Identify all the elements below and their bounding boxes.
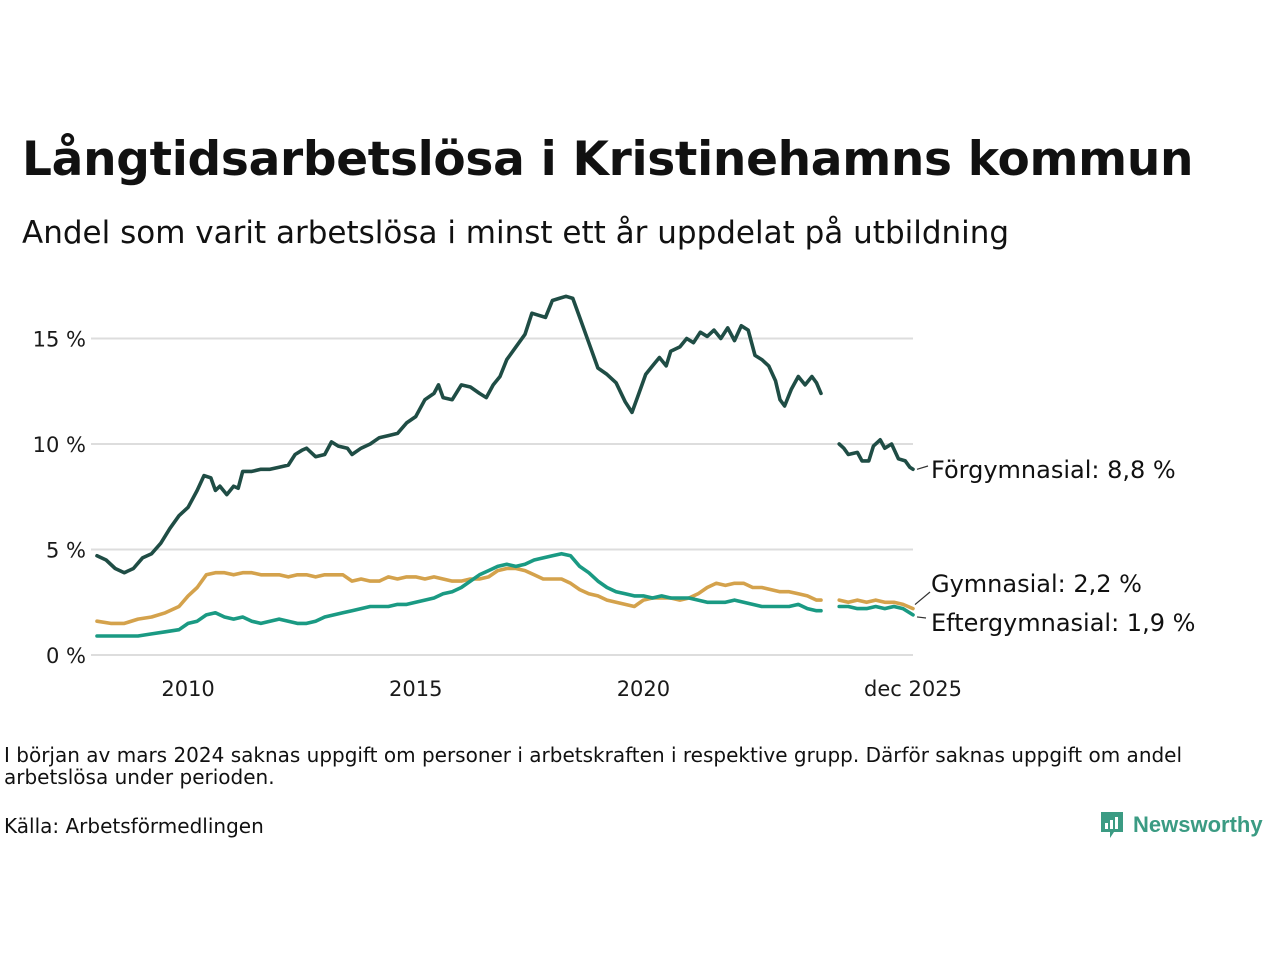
x-axis-labels: 2010 2015 2020 dec 2025: [161, 677, 962, 701]
end-label-gymnasial: Gymnasial: 2,2 %: [931, 570, 1142, 598]
footnote: I början av mars 2024 saknas uppgift om …: [4, 743, 1183, 789]
end-label-eftergymnasial: Eftergymnasial: 1,9 %: [931, 609, 1195, 637]
y-tick-label: 15 %: [33, 328, 86, 352]
leader-line-gymnasial: [914, 591, 931, 606]
chart-subtitle: Andel som varit arbetslösa i minst ett å…: [22, 215, 1010, 251]
series-line-gymnasial-segment-2: [837, 598, 915, 611]
newsworthy-icon: [1101, 812, 1123, 838]
y-tick-label: 5 %: [46, 539, 86, 563]
newsworthy-logo[interactable]: Newsworthy: [1099, 810, 1263, 840]
leader-line-förgymnasial: [916, 465, 929, 470]
series-lines: [95, 294, 915, 638]
x-tick-label: dec 2025: [864, 677, 962, 701]
x-tick-label: 2010: [161, 677, 214, 701]
leader-line-eftergymnasial: [916, 616, 927, 619]
series-line-eftergymnasial-segment-1: [95, 551, 823, 638]
source-text: Källa: Arbetsförmedlingen: [4, 814, 264, 838]
end-label-förgymnasial: Förgymnasial: 8,8 %: [931, 456, 1176, 484]
end-labels: Förgymnasial: 8,8 % Gymnasial: 2,2 % Efter…: [914, 456, 1195, 637]
x-tick-label: 2015: [389, 677, 442, 701]
x-tick-label: 2020: [617, 677, 670, 701]
y-axis-labels: 0 % 5 % 10 % 15 %: [33, 328, 86, 669]
series-line-eftergymnasial-segment-2: [837, 604, 915, 617]
brand-name: Newsworthy: [1133, 812, 1263, 837]
series-line-förgymnasial-segment-1: [95, 294, 823, 575]
series-line-förgymnasial-segment-2: [837, 438, 915, 472]
y-tick-label: 0 %: [46, 644, 86, 668]
y-tick-label: 10 %: [33, 433, 86, 457]
chart-title: Långtidsarbetslösa i Kristinehamns kommu…: [22, 132, 1194, 187]
gridlines: [91, 337, 913, 656]
line-chart: 0 % 5 % 10 % 15 % 2010 2015 2020 dec 2025 Förg…: [33, 294, 1195, 701]
